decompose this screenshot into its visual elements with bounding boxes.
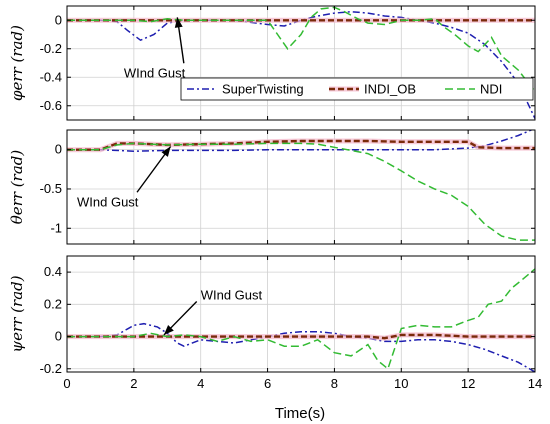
legend-label-ndi: NDI [480,82,502,97]
y-axis-label: ψerr (rad) [8,275,26,352]
annotation-arrow-head [174,17,183,28]
series-line-indi-ob [67,139,535,151]
annotation-arrow-head [163,325,174,335]
series-line-supertwisting [67,10,535,119]
y-tick-label: 0 [55,12,62,27]
wind-gust-annotation: WInd Gust [124,65,186,80]
axes-frame [66,129,536,245]
axes-frame [66,255,536,373]
y-axis-label: φerr (rad) [8,25,26,101]
series-line-supertwisting [67,322,535,372]
y-tick-label: -0.6 [40,98,62,113]
series-line-indi-ob [67,333,535,340]
x-axis-label: Time(s) [275,405,325,422]
x-tick-label: 14 [528,376,542,391]
x-tick-label: 8 [331,376,338,391]
y-tick-label: -0.2 [40,41,62,56]
series-group [67,130,535,241]
wind-gust-annotation: WInd Gust [77,194,139,209]
y-tick-label: -0.4 [40,69,62,84]
annotation-arrow-head [161,146,171,157]
x-tick-label: 2 [130,376,137,391]
panel-phi-error: 0 -0.2 -0.4 -0.6 φerr (rad) WInd Gust SuperTwi… [8,5,536,121]
y-tick-label: -1 [50,220,62,235]
x-tick-label: 4 [197,376,204,391]
y-tick-label: 0 [55,329,62,344]
panel-theta-error: 0 -0.5 -1 θerr (rad) WInd Gust [8,129,536,245]
y-tick-label: 0.4 [44,264,62,279]
x-tick-label: 0 [63,376,70,391]
y-tick-label: 0.2 [44,296,62,311]
legend-label-supertwisting: SuperTwisting [222,82,304,97]
y-axis-label: θerr (rad) [8,150,26,225]
x-tick-label: 6 [264,376,271,391]
series-group [67,268,535,372]
x-tick-label: 10 [394,376,408,391]
series-line-ndi [67,268,535,371]
wind-gust-annotation: WInd Gust [201,288,263,303]
y-tick-label: -0.5 [40,181,62,196]
series-group [67,6,535,119]
y-tick-label: -0.2 [40,361,62,376]
legend-label-indi-ob: INDI_OB [364,82,416,97]
x-tick-label: 12 [461,376,475,391]
axes-frame [66,5,536,121]
series-line-supertwisting [67,130,534,152]
y-tick-label: 0 [55,142,62,157]
series-line-ndi [67,142,535,241]
